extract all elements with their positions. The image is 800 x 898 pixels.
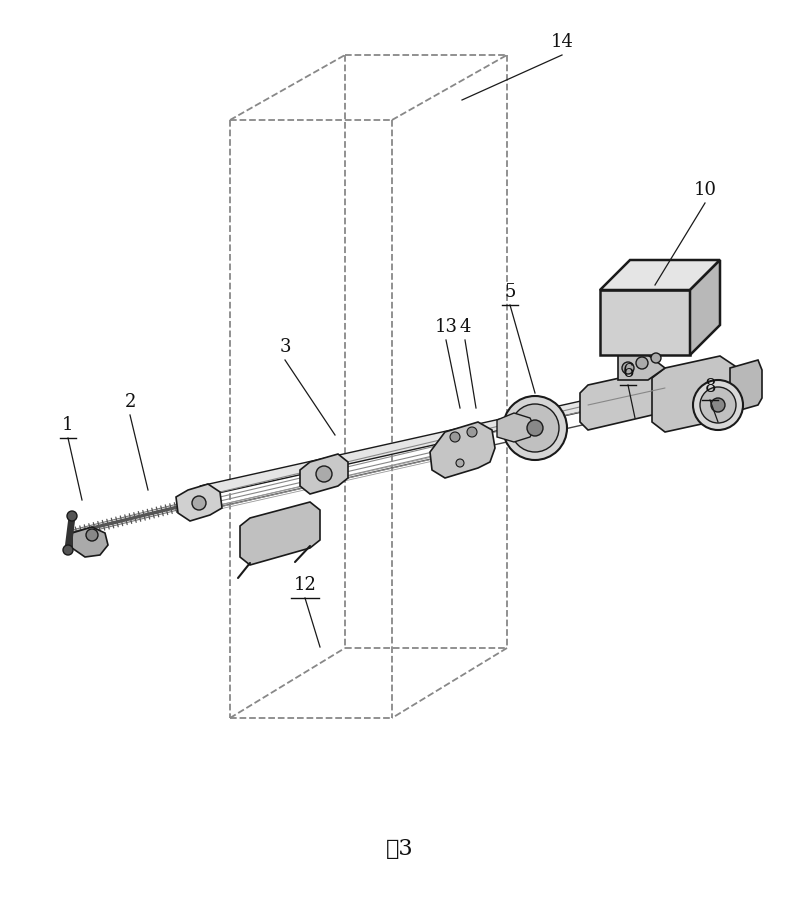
Polygon shape [240,502,320,565]
Text: 14: 14 [550,33,574,51]
Polygon shape [497,413,535,442]
Text: 12: 12 [294,576,317,594]
Polygon shape [600,260,720,290]
Text: 13: 13 [434,318,458,336]
Circle shape [456,459,464,467]
Circle shape [467,427,477,437]
Text: 8: 8 [704,378,716,396]
Polygon shape [652,356,738,432]
Circle shape [527,420,543,436]
Circle shape [700,387,736,423]
Circle shape [711,398,725,412]
Text: 10: 10 [694,181,717,199]
Polygon shape [300,454,348,494]
Text: 5: 5 [504,283,516,301]
Text: 3: 3 [279,338,290,356]
Polygon shape [72,527,108,557]
Circle shape [636,357,648,369]
Polygon shape [600,290,690,355]
Circle shape [450,432,460,442]
Circle shape [192,496,206,510]
Text: 1: 1 [62,416,74,434]
Polygon shape [176,484,222,521]
Polygon shape [580,368,672,430]
Circle shape [651,353,661,363]
Circle shape [86,529,98,541]
Circle shape [503,396,567,460]
Polygon shape [430,422,495,478]
Circle shape [63,545,73,555]
Text: 4: 4 [459,318,470,336]
Circle shape [316,466,332,482]
Polygon shape [200,380,680,496]
Circle shape [67,511,77,521]
Circle shape [622,362,634,374]
Circle shape [511,404,559,452]
Polygon shape [690,260,720,355]
Polygon shape [618,355,665,380]
Text: 6: 6 [622,363,634,381]
Text: 2: 2 [124,393,136,411]
Polygon shape [730,360,762,413]
Polygon shape [200,486,205,510]
Circle shape [693,380,743,430]
Text: 图3: 图3 [386,838,414,860]
